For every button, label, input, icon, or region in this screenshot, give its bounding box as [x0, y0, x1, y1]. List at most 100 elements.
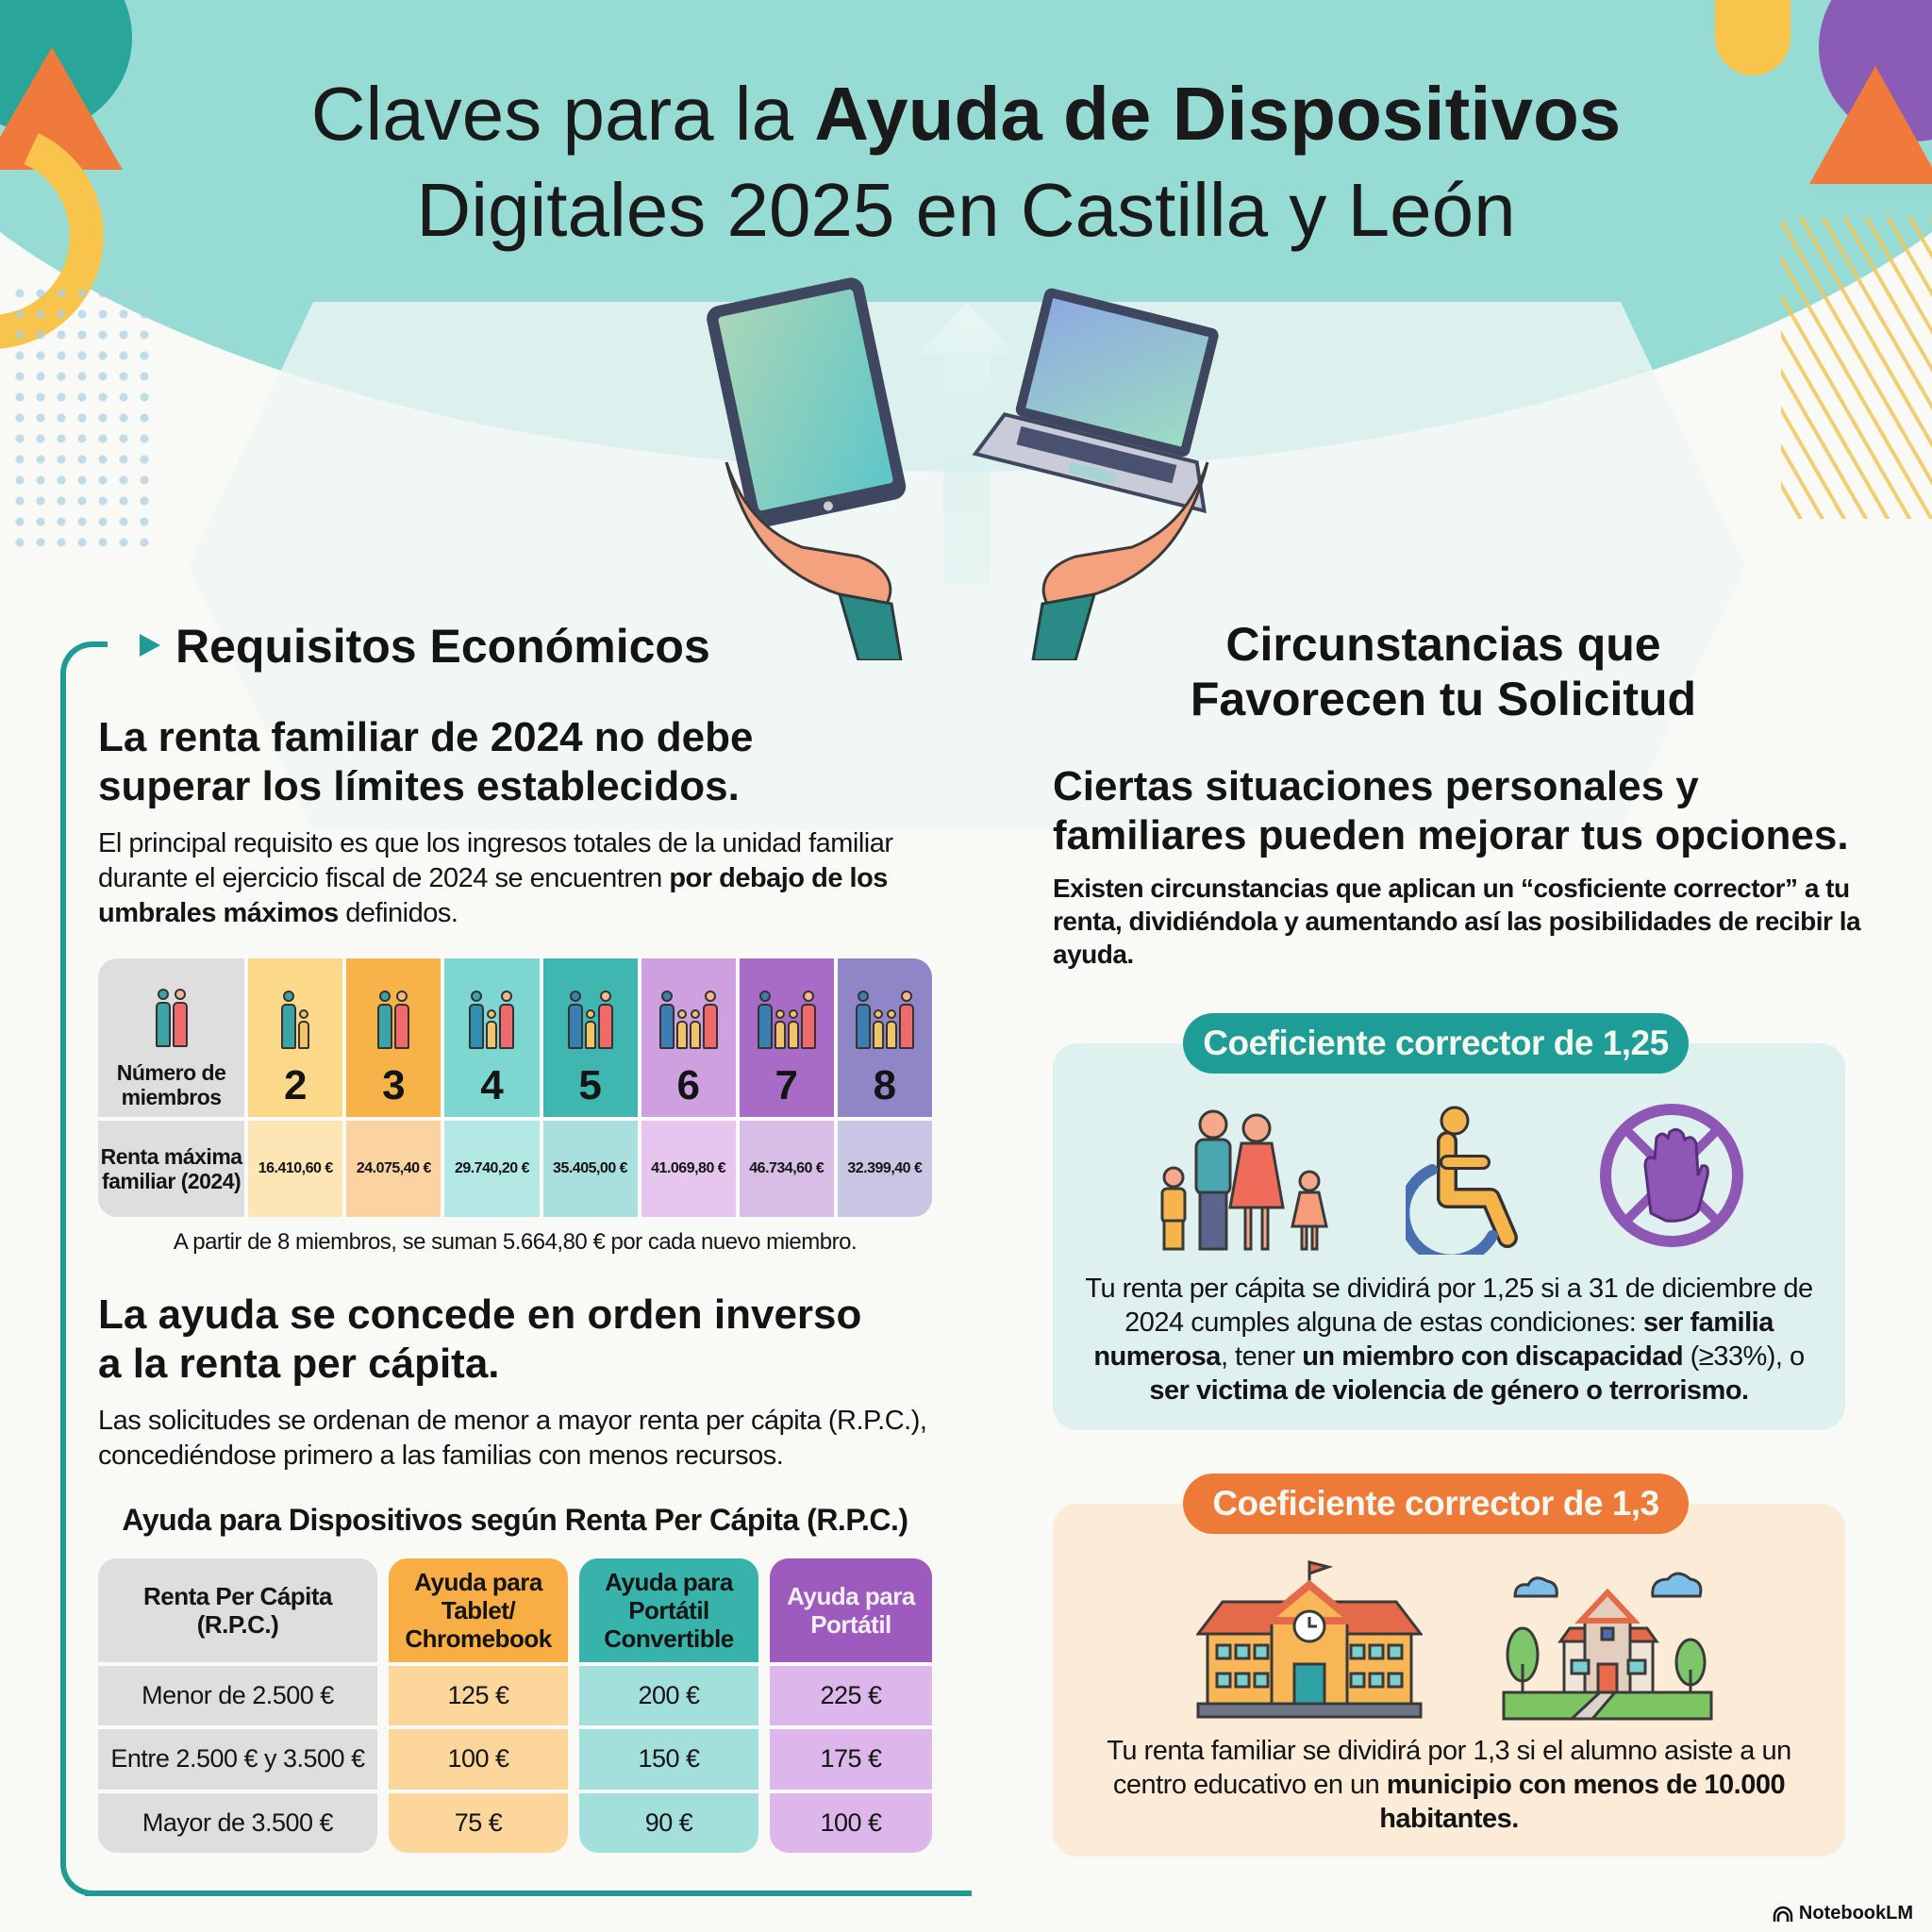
notebooklm-brand: NotebookLM [1773, 1903, 1913, 1924]
aid-column-laptop: Ayuda para Portátil 225 € 175 € 100 € [770, 1558, 932, 1853]
aid-cell: 75 € [454, 1807, 503, 1837]
aid-amount-table: Renta Per Cápita (R.P.C.) Menor de 2.500… [98, 1558, 932, 1853]
decor-dots-icon [9, 283, 160, 547]
title-bold: Ayuda de Dispositivos [814, 72, 1622, 156]
aid-cell: 175 € [770, 1729, 932, 1793]
text: Tu renta per cápita se dividirá por 1,25… [1085, 1274, 1813, 1338]
members-cell: 6 [641, 958, 736, 1121]
notebooklm-logo-icon [1773, 1906, 1793, 1922]
members-count: 8 [873, 1062, 897, 1108]
coef-1-3-panel [1053, 1504, 1845, 1857]
brand-label: NotebookLM [1798, 1903, 1913, 1924]
income-column-2: 2 16.410,60 € [244, 958, 343, 1217]
aid-column-header: Ayuda para Portátil Convertible [579, 1558, 758, 1666]
aid-cell: 125 € [389, 1666, 568, 1730]
aid-column-header: Renta Per Cápita (R.P.C.) [98, 1558, 377, 1666]
bold-text: por debajo de los umbrales máximos [98, 863, 888, 928]
coef-1-3-text: Tu renta familiar se dividirá por 1,3 si… [1081, 1734, 1817, 1836]
people-icon [757, 972, 816, 1049]
school-building-icon [1196, 1560, 1423, 1719]
decor-semicircle-icon [1715, 0, 1790, 75]
members-cell: 3 [346, 958, 441, 1121]
bold-text: ser familia numerosa [1093, 1307, 1774, 1372]
heading-orden-inverso: La ayuda se concede en orden inverso a l… [98, 1291, 862, 1387]
members-count: 5 [578, 1062, 602, 1108]
members-count: 6 [676, 1062, 700, 1108]
bold-text: un miembro con discapacidad [1302, 1341, 1684, 1372]
arrow-right-icon [140, 634, 160, 657]
max-income-label: Renta máxima familiar (2024) [100, 1144, 242, 1193]
decor-triangle-icon [0, 47, 123, 170]
heading-situaciones: Ciertas situaciones personales y familia… [1053, 763, 1849, 858]
text: , tener [1220, 1341, 1303, 1372]
members-count: 3 [382, 1062, 406, 1108]
text: Tu renta familiar se dividirá por 1,3 si… [1107, 1736, 1791, 1800]
bold-text: municipio con menos de 10.000 habitantes… [1379, 1770, 1786, 1834]
members-cell: 4 [444, 958, 540, 1121]
max-income-value: 41.069,80 € [651, 1160, 726, 1176]
income-column-8: 8 32.399,40 € [833, 958, 932, 1217]
page-title: Claves para la Ayuda de Dispositivos Dig… [0, 66, 1932, 258]
paragraph-renta-familiar: El principal requisito es que los ingres… [98, 826, 947, 931]
section-title-circunstancias: Circunstancias que Favorecen tu Solicitu… [1190, 618, 1697, 725]
aid-cell: 150 € [579, 1729, 758, 1793]
title-line2: Digitales 2025 en Castilla y León [416, 168, 1516, 252]
members-count: 4 [480, 1062, 504, 1108]
max-income-value: 24.075,40 € [356, 1160, 432, 1176]
family-icon [1160, 1109, 1328, 1251]
aid-cell: 90 € [644, 1807, 693, 1837]
hands-devices-icon [707, 277, 1219, 660]
section-title-requisitos: Requisitos Económicos [175, 620, 710, 673]
text: definidos. [338, 898, 458, 928]
coef-1-3-badge: Coeficiente corrector de 1,3 [1183, 1474, 1689, 1534]
max-income-value: 16.410,60 € [258, 1160, 334, 1176]
flow-connector-line [60, 641, 108, 1896]
paragraph-orden-inverso: Las solicitudes se ordenan de menor a ma… [98, 1406, 927, 1471]
income-column-4: 4 29.740,20 € [441, 958, 540, 1217]
people-icon [567, 972, 613, 1049]
income-threshold-table: Número de miembros Renta máxima familiar… [98, 958, 932, 1217]
income-column-6: 6 41.069,80 € [637, 958, 736, 1217]
aid-cell: 225 € [770, 1666, 932, 1730]
aid-cell: 100 € [389, 1729, 568, 1793]
members-cell: 7 [739, 958, 834, 1121]
aid-cell: Mayor de 3.500 € [142, 1807, 334, 1837]
members-cell: 5 [542, 958, 638, 1121]
max-income-value: 29.740,20 € [454, 1160, 530, 1176]
heading-renta-familiar: La renta familiar de 2024 no debe supera… [98, 714, 754, 809]
table-label-column: Número de miembros Renta máxima familiar… [98, 958, 245, 1217]
aid-column-convertible: Ayuda para Portátil Convertible 200 € 15… [579, 1558, 758, 1853]
people-icon [281, 972, 310, 1049]
text: El principal requisito es que los ingres… [98, 828, 893, 893]
members-cell: 8 [837, 958, 932, 1121]
rural-house-icon [1502, 1572, 1713, 1721]
text: (≥33%), o [1683, 1341, 1806, 1372]
decor-lines-icon [1781, 217, 1932, 519]
members-header: Número de miembros [98, 958, 245, 1121]
max-income-value: 32.399,40 € [847, 1160, 923, 1176]
income-column-3: 3 24.075,40 € [342, 958, 441, 1217]
members-count: 2 [284, 1062, 308, 1108]
wheelchair-icon [1406, 1106, 1518, 1255]
people-icon [855, 972, 914, 1049]
aid-column-rpc: Renta Per Cápita (R.P.C.) Menor de 2.500… [98, 1558, 377, 1853]
aid-cell: Entre 2.500 € y 3.500 € [98, 1729, 377, 1793]
members-count: 7 [774, 1062, 799, 1108]
income-column-7: 7 46.734,60 € [735, 958, 834, 1217]
income-table-note: A partir de 8 miembros, se suman 5.664,8… [173, 1229, 858, 1255]
aid-column-tablet: Ayuda para Tablet/ Chromebook 125 € 100 … [389, 1558, 568, 1853]
income-column-5: 5 35.405,00 € [539, 958, 638, 1217]
max-income-value: 35.405,00 € [553, 1160, 628, 1176]
max-income-value: 46.734,60 € [749, 1160, 824, 1176]
decor-triangle-icon [1809, 66, 1932, 184]
stop-violence-icon [1600, 1104, 1743, 1247]
coef-1-25-badge: Coeficiente corrector de 1,25 [1183, 1013, 1689, 1074]
title-regular: Claves para la [310, 72, 815, 156]
flow-connector-line [85, 1890, 972, 1896]
bold-text: ser victima de violencia de género o ter… [1149, 1375, 1749, 1406]
paragraph-coeficiente: Existen circunstancias que aplican un “c… [1053, 874, 1861, 969]
members-cell: 2 [248, 958, 343, 1121]
aid-cell: 200 € [579, 1666, 758, 1730]
aid-cell: 100 € [820, 1807, 882, 1837]
aid-table-title: Ayuda para Dispositivos según Renta Per … [122, 1503, 908, 1537]
